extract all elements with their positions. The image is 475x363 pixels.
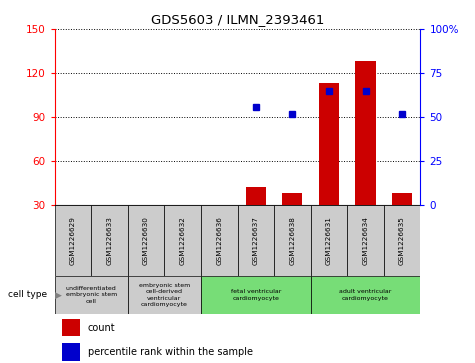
Text: GSM1226632: GSM1226632 (180, 216, 186, 265)
Text: fetal ventricular
cardiomyocyte: fetal ventricular cardiomyocyte (230, 289, 281, 301)
Text: adult ventricular
cardiomyocyte: adult ventricular cardiomyocyte (339, 289, 392, 301)
Text: GSM1226629: GSM1226629 (70, 216, 76, 265)
Bar (384, 205, 420, 276)
Text: cell type: cell type (9, 290, 48, 299)
Bar (311, 205, 347, 276)
Bar (274, 205, 311, 276)
Bar (62, 343, 80, 360)
Bar (282, 193, 303, 205)
Bar (246, 187, 266, 205)
Bar (201, 205, 238, 276)
Bar (355, 61, 376, 205)
Bar (62, 319, 80, 336)
Text: percentile rank within the sample: percentile rank within the sample (87, 347, 253, 357)
Bar (128, 276, 201, 314)
Text: embryonic stem
cell-derived
ventricular
cardiomyocyte: embryonic stem cell-derived ventricular … (139, 283, 190, 307)
Bar (55, 205, 91, 276)
Bar (128, 205, 164, 276)
Bar (311, 276, 420, 314)
Bar (164, 205, 201, 276)
Text: GSM1226637: GSM1226637 (253, 216, 259, 265)
Bar (319, 83, 339, 205)
Text: GSM1226630: GSM1226630 (143, 216, 149, 265)
Text: GSM1226636: GSM1226636 (216, 216, 222, 265)
Bar (392, 193, 412, 205)
Text: GSM1226635: GSM1226635 (399, 216, 405, 265)
Text: GSM1226633: GSM1226633 (106, 216, 113, 265)
Bar (201, 276, 311, 314)
Text: count: count (87, 323, 115, 333)
Text: GSM1226631: GSM1226631 (326, 216, 332, 265)
Title: GDS5603 / ILMN_2393461: GDS5603 / ILMN_2393461 (151, 13, 324, 26)
Text: GSM1226634: GSM1226634 (362, 216, 369, 265)
Text: ▶: ▶ (55, 290, 61, 299)
Bar (91, 205, 128, 276)
Text: GSM1226638: GSM1226638 (289, 216, 295, 265)
Bar (55, 276, 128, 314)
Bar (347, 205, 384, 276)
Bar (238, 205, 274, 276)
Text: undifferentiated
embryonic stem
cell: undifferentiated embryonic stem cell (66, 286, 117, 303)
